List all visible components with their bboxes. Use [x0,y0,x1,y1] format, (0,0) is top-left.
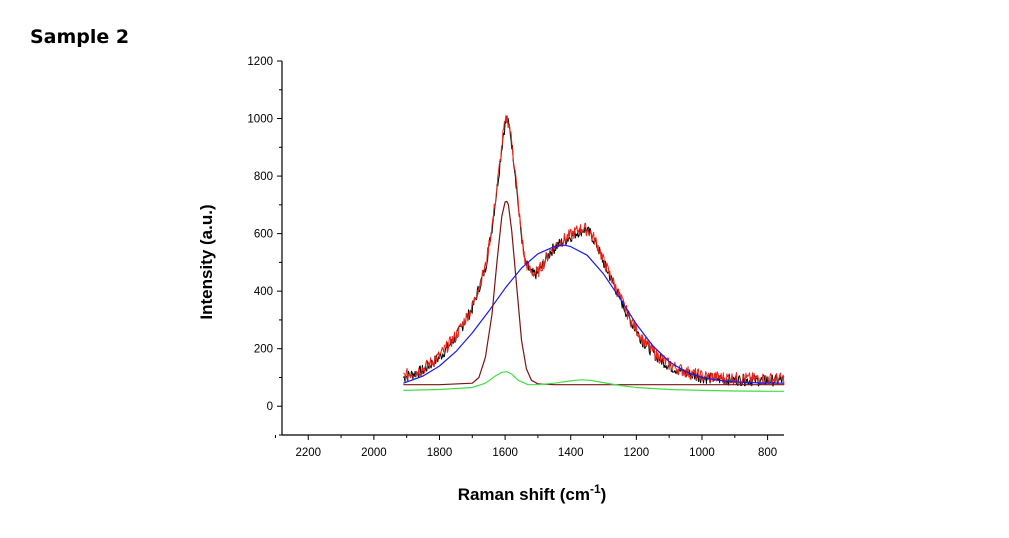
x-axis-label-main: Raman shift (cm [458,485,590,504]
x-tick-label: 1000 [689,447,715,459]
x-axis-label-suffix: ) [601,485,607,504]
x-tick-label: 2000 [361,447,387,459]
page-heading: Sample 2 [30,26,130,48]
x-tick-label: 1600 [492,447,518,459]
y-tick-label: 1200 [247,56,273,68]
x-axis-label-superscript: -1 [590,482,601,496]
y-tick-label: 0 [267,401,273,413]
x-tick-label: 1200 [624,447,650,459]
y-tick-label: 400 [254,286,273,298]
x-tick-label: 2200 [295,447,321,459]
x-tick-label: 1800 [427,447,453,459]
y-axis-label: Intensity (a.u.) [197,204,216,319]
series-line-1 [403,115,785,386]
series-line-2 [403,244,784,384]
x-tick-label: 800 [758,447,777,459]
series-line-4 [403,371,784,392]
y-tick-label: 600 [254,229,273,241]
series-line-3 [403,200,784,386]
axes-layer: 0 200 400 600 800 1000 1200 2200 2000 1800 1600 140… [247,56,784,459]
y-tick-label: 200 [254,344,273,356]
series-layer [402,115,785,392]
x-axis-label: Raman shift (cm-1) [458,482,607,504]
y-tick-label: 1000 [247,114,273,126]
y-tick-label: 800 [254,171,273,183]
x-tick-label: 1400 [558,447,584,459]
